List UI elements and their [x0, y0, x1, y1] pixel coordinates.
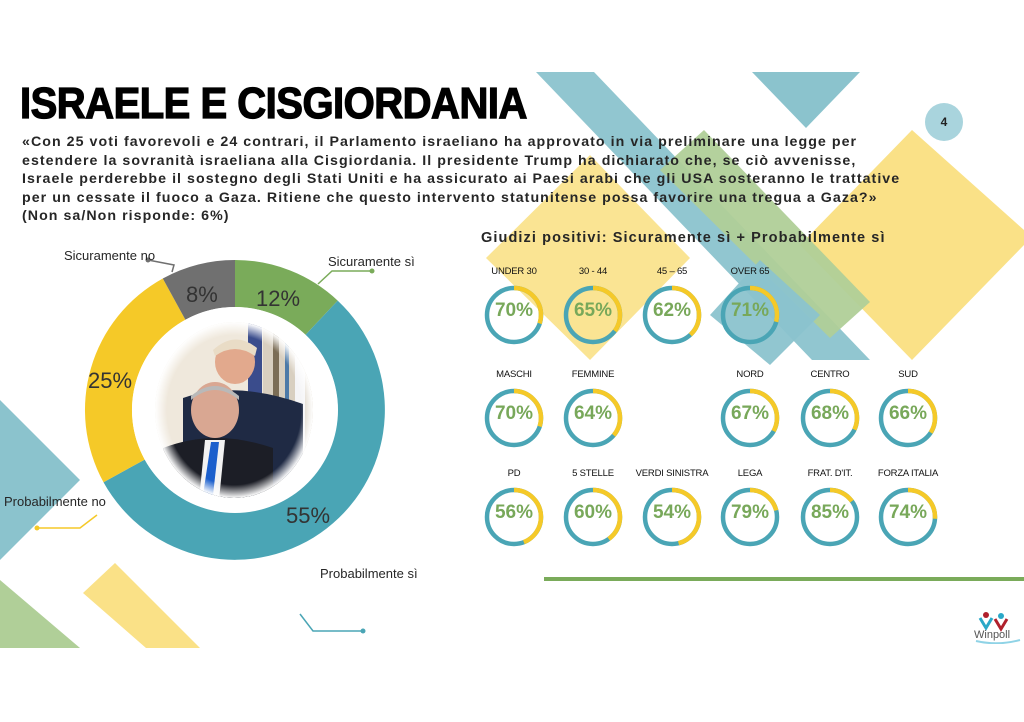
ring-chart: [484, 388, 544, 448]
group-value: 66%: [888, 403, 928, 424]
ring-chart: [800, 388, 860, 448]
group-donut-forza-italia: FORZA ITALIA 74%: [868, 467, 948, 549]
group-donut-maschi: MASCHI 70%: [474, 368, 554, 450]
group-label: CENTRO: [810, 369, 850, 380]
group-value: 67%: [730, 403, 770, 424]
group-value: 64%: [573, 403, 613, 424]
ring-chart: [720, 285, 780, 345]
group-donut-pd: PD 56%: [474, 467, 554, 549]
ring-chart: [642, 285, 702, 345]
ring-chart: [720, 487, 780, 547]
group-value: 71%: [730, 300, 770, 321]
group-label: LEGA: [737, 468, 763, 479]
group-value: 74%: [888, 502, 928, 523]
divider-line: [544, 577, 1024, 581]
label-sicuramente-si: Sicuramente sì: [328, 254, 415, 269]
group-label: FEMMINE: [571, 369, 615, 380]
group-donut-lega: LEGA 79%: [710, 467, 790, 549]
ring-chart: [642, 487, 702, 547]
winpoll-logo: Winpoll: [974, 612, 1021, 644]
group-label: 30 - 44: [578, 266, 608, 277]
positive-judgments-subtitle: Giudizi positivi: Sicuramente sì + Proba…: [481, 230, 886, 246]
group-label: MASCHI: [496, 369, 532, 380]
ring-chart: [563, 487, 623, 547]
group-value: 65%: [573, 300, 613, 321]
group-value: 70%: [494, 403, 534, 424]
group-value: 54%: [652, 502, 692, 523]
ring-chart: [878, 487, 938, 547]
svg-text:Winpoll: Winpoll: [974, 629, 1010, 641]
ring-chart: [484, 487, 544, 547]
pct-probabilmente-no: 25%: [88, 368, 133, 393]
group-value: 70%: [494, 300, 534, 321]
pct-sicuramente-no: 8%: [186, 282, 218, 307]
group-value: 79%: [730, 502, 770, 523]
main-donut-chart: Sicuramente no Sicuramente sì Probabilme…: [0, 70, 540, 648]
group-donut-30-44: 30 - 44 65%: [553, 265, 633, 347]
group-value: 56%: [494, 502, 534, 523]
group-label: 5 STELLE: [572, 468, 614, 479]
pct-probabilmente-si: 55%: [286, 503, 331, 528]
group-label: UNDER 30: [491, 266, 537, 277]
group-label: FRAT. D'IT.: [807, 468, 853, 479]
page-title: ISRAELE E CISGIORDANIA: [19, 79, 528, 128]
group-label: NORD: [736, 369, 764, 380]
group-donut-over-65: OVER 65 71%: [710, 265, 790, 347]
group-donut-verdi-sinistra: VERDI SINISTRA 54%: [632, 467, 712, 549]
group-value: 60%: [573, 502, 613, 523]
ring-chart: [800, 487, 860, 547]
group-donut-nord: NORD 67%: [710, 368, 790, 450]
group-value: 85%: [810, 502, 850, 523]
decorative-background-shapes: [0, 72, 1024, 648]
group-label: SUD: [898, 369, 918, 380]
page-number-badge: 4: [925, 103, 963, 141]
group-value: 62%: [652, 300, 692, 321]
group-label: OVER 65: [730, 266, 770, 277]
label-probabilmente-si: Probabilmente sì: [320, 566, 418, 581]
group-value: 68%: [810, 403, 850, 424]
trump-netanyahu-photo: [155, 322, 313, 498]
ring-chart: [720, 388, 780, 448]
group-donut-frat-d-it: FRAT. D'IT. 85%: [790, 467, 870, 549]
group-donut-femmine: FEMMINE 64%: [553, 368, 633, 450]
slide: ISRAELE E CISGIORDANIA 4 «Con 25 voti fa…: [0, 70, 1024, 648]
group-donut-45-65: 45 – 65 62%: [632, 265, 712, 347]
group-donut-sud: SUD 66%: [868, 368, 948, 450]
label-sicuramente-no: Sicuramente no: [64, 248, 156, 263]
group-label: PD: [507, 468, 521, 479]
pct-sicuramente-si: 12%: [256, 286, 301, 311]
survey-question: «Con 25 voti favorevoli e 24 contrari, i…: [22, 134, 901, 225]
label-probabilmente-no: Probabilmente no: [4, 494, 106, 509]
ring-chart: [563, 388, 623, 448]
ring-chart: [878, 388, 938, 448]
group-donut-5-stelle: 5 STELLE 60%: [553, 467, 633, 549]
group-label: FORZA ITALIA: [877, 468, 939, 479]
group-label: VERDI SINISTRA: [635, 468, 709, 479]
group-donut-centro: CENTRO 68%: [790, 368, 870, 450]
group-label: 45 – 65: [656, 266, 688, 277]
ring-chart: [563, 285, 623, 345]
ring-chart: [484, 285, 544, 345]
group-donut-under-30: UNDER 30 70%: [474, 265, 554, 347]
